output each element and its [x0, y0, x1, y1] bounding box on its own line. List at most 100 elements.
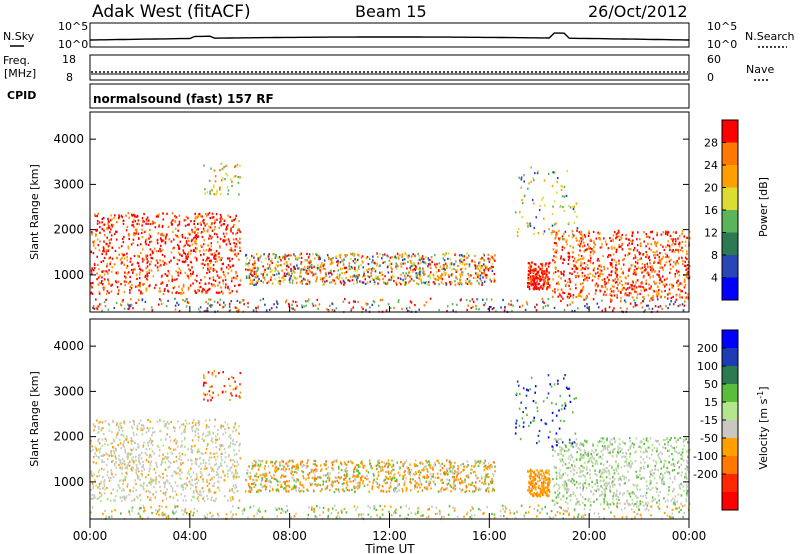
heatmap-cell: [684, 244, 687, 247]
heatmap-cell: [459, 481, 461, 484]
heatmap-cell: [127, 272, 129, 275]
heatmap-cell: [227, 499, 229, 502]
heatmap-cell: [321, 262, 323, 265]
heatmap-cell: [174, 481, 177, 484]
heatmap-cell: [636, 259, 639, 262]
heatmap-cell: [97, 244, 100, 247]
freq-frame: [89, 54, 690, 81]
heatmap-cell: [181, 432, 183, 435]
heatmap-cell: [251, 462, 254, 465]
heatmap-cell: [236, 290, 238, 293]
heatmap-cell: [571, 301, 574, 304]
heatmap-cell: [671, 250, 674, 253]
heatmap-cell: [124, 283, 126, 287]
heatmap-cell: [411, 262, 414, 266]
heatmap-cell: [223, 301, 225, 304]
colorbar-swatch: [722, 210, 738, 233]
heatmap-cell: [561, 238, 564, 241]
heatmap-cell: [230, 300, 233, 303]
heatmap-cell: [196, 458, 199, 461]
heatmap-cell: [528, 287, 531, 291]
heatmap-cell: [176, 243, 179, 246]
heatmap-cell: [231, 264, 234, 267]
heatmap-cell: [257, 468, 260, 471]
heatmap-cell: [642, 286, 644, 289]
heatmap-cell: [276, 302, 279, 305]
heatmap-cell: [623, 299, 626, 302]
heatmap-cell: [181, 444, 183, 447]
heatmap-cell: [259, 463, 262, 466]
heatmap-cell: [562, 261, 564, 265]
heatmap-cell: [191, 427, 193, 430]
heatmap-cell: [280, 259, 282, 262]
heatmap-cell: [490, 298, 493, 301]
heatmap-cell: [251, 269, 253, 272]
heatmap-cell: [599, 264, 602, 267]
heatmap-cell: [113, 451, 116, 454]
heatmap-cell: [425, 256, 427, 259]
heatmap-cell: [343, 258, 345, 261]
heatmap-cell: [177, 303, 180, 306]
heatmap-cell: [226, 472, 229, 475]
heatmap-cell: [107, 443, 109, 447]
heatmap-cell: [108, 479, 111, 482]
heatmap-cell: [353, 253, 356, 256]
heatmap-cell: [434, 263, 436, 266]
heatmap-cell: [482, 272, 484, 275]
heatmap-cell: [624, 282, 627, 285]
heatmap-cell: [202, 497, 204, 500]
heatmap-cell: [686, 253, 688, 256]
heatmap-cell: [301, 279, 303, 283]
heatmap-cell: [164, 455, 166, 459]
heatmap-cell: [477, 265, 479, 268]
heatmap-cell: [658, 259, 661, 262]
heatmap-cell: [294, 486, 297, 489]
heatmap-cell: [186, 257, 188, 260]
heatmap-cell: [161, 274, 163, 277]
heatmap-cell: [605, 293, 607, 296]
heatmap-cell: [346, 488, 349, 492]
heatmap-cell: [475, 486, 477, 489]
heatmap-cell: [654, 242, 656, 246]
heatmap-cell: [284, 255, 286, 259]
heatmap-cell: [235, 214, 237, 217]
heatmap-cell: [237, 284, 240, 287]
heatmap-cell: [93, 473, 95, 476]
heatmap-cell: [193, 222, 195, 225]
heatmap-cell: [658, 288, 660, 292]
heatmap-cell: [475, 272, 477, 275]
heatmap-cell: [662, 275, 664, 278]
heatmap-cell: [154, 221, 156, 225]
heatmap-cell: [249, 268, 251, 271]
heatmap-cell: [171, 474, 173, 477]
heatmap-cell: [229, 291, 232, 294]
heatmap-cell: [636, 296, 638, 299]
heatmap-cell: [208, 259, 211, 263]
heatmap-cell: [238, 432, 240, 435]
heatmap-cell: [356, 258, 359, 262]
heatmap-cell: [138, 289, 140, 292]
heatmap-cell: [468, 490, 471, 493]
heatmap-cell: [564, 279, 567, 282]
heatmap-cell: [331, 461, 333, 464]
heatmap-cell: [462, 271, 464, 274]
heatmap-cell: [303, 464, 305, 467]
heatmap-cell: [580, 261, 582, 264]
heatmap-cell: [202, 249, 205, 252]
heatmap-cell: [556, 233, 558, 236]
heatmap-cell: [133, 434, 135, 437]
heatmap-cell: [527, 282, 530, 285]
heatmap-cell: [265, 460, 268, 463]
heatmap-cell: [174, 438, 177, 441]
heatmap-cell: [149, 253, 152, 256]
heatmap-cell: [539, 275, 542, 278]
heatmap-cell: [305, 465, 308, 468]
heatmap-cell: [282, 280, 285, 283]
heatmap-cell: [120, 421, 122, 424]
heatmap-cell: [581, 267, 584, 270]
heatmap-cell: [311, 482, 314, 485]
heatmap-cell: [625, 234, 627, 237]
heatmap-cell: [592, 252, 595, 255]
heatmap-cell: [358, 486, 361, 489]
heatmap-cell: [373, 474, 375, 477]
